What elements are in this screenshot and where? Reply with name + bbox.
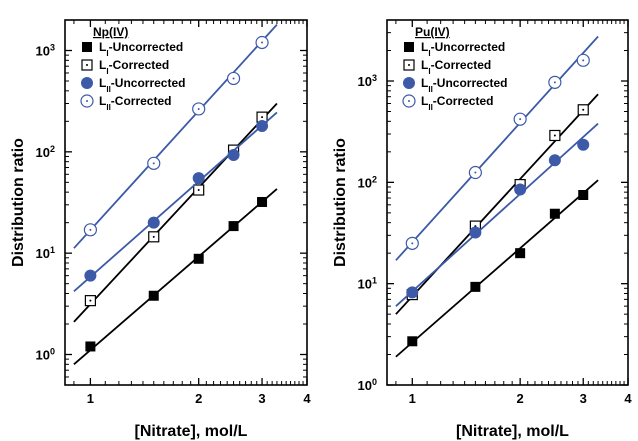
data-point-lii-uncorrected bbox=[577, 138, 590, 151]
data-point-lii-uncorrected bbox=[548, 154, 561, 167]
y-tick-label: 103 bbox=[36, 43, 55, 59]
y-tick-label: 102 bbox=[36, 144, 55, 160]
marker-center-dot bbox=[232, 77, 235, 80]
y-axis-title: Distribution ratio bbox=[332, 138, 349, 267]
data-point-li-uncorrected bbox=[257, 196, 268, 207]
x-tick-label: 4 bbox=[303, 391, 311, 406]
x-tick-label: 4 bbox=[624, 391, 632, 406]
legend-marker-li-uncorrected bbox=[404, 42, 414, 52]
data-point-li-uncorrected bbox=[515, 248, 526, 259]
marker-center-dot bbox=[519, 118, 522, 121]
marker-center-dot bbox=[197, 189, 200, 192]
marker-center-dot bbox=[86, 100, 88, 102]
legend-label: LII-Uncorrected bbox=[99, 76, 185, 94]
marker-center-dot bbox=[553, 81, 556, 84]
data-point-li-uncorrected bbox=[228, 221, 239, 232]
y-tick-label: 102 bbox=[358, 174, 377, 190]
marker-center-dot bbox=[474, 171, 477, 174]
y-tick-label: 100 bbox=[36, 346, 55, 362]
legend-marker-lii-uncorrected bbox=[403, 77, 415, 89]
x-axis-title: [Nitrate], mol/L bbox=[135, 423, 248, 440]
data-point-li-uncorrected bbox=[148, 290, 159, 301]
data-point-lii-uncorrected bbox=[514, 183, 527, 196]
data-point-lii-uncorrected bbox=[406, 286, 419, 299]
panel-title: Pu(IV) bbox=[415, 25, 450, 39]
data-point-li-uncorrected bbox=[85, 341, 96, 352]
legend: LI-UncorrectedLI-CorrectedLII-Uncorrecte… bbox=[402, 40, 507, 112]
y-tick-label: 101 bbox=[36, 245, 55, 261]
data-point-lii-uncorrected bbox=[192, 172, 205, 185]
fit-line-li-corrected bbox=[73, 102, 278, 323]
marker-center-dot bbox=[89, 299, 92, 302]
data-point-li-uncorrected bbox=[193, 253, 204, 264]
marker-center-dot bbox=[582, 59, 585, 62]
x-tick-label: 2 bbox=[195, 391, 202, 406]
x-axis-title: [Nitrate], mol/L bbox=[456, 423, 569, 440]
marker-center-dot bbox=[261, 116, 264, 119]
marker-center-dot bbox=[197, 107, 200, 110]
data-point-lii-uncorrected bbox=[256, 119, 269, 132]
series-li-uncorrected bbox=[395, 179, 599, 358]
marker-center-dot bbox=[411, 242, 414, 245]
x-tick-label: 3 bbox=[580, 391, 587, 406]
data-point-lii-uncorrected bbox=[227, 149, 240, 162]
marker-center-dot bbox=[86, 64, 88, 66]
series-lii-corrected bbox=[73, 24, 278, 249]
fit-line-lii-corrected bbox=[395, 35, 599, 261]
data-point-li-uncorrected bbox=[549, 208, 560, 219]
legend: LI-UncorrectedLI-CorrectedLII-Uncorrecte… bbox=[80, 40, 185, 112]
y-tick-label: 103 bbox=[358, 73, 377, 89]
plot-frame bbox=[64, 19, 308, 386]
fit-line-li-uncorrected bbox=[73, 188, 278, 365]
fit-line-li-uncorrected bbox=[395, 179, 599, 358]
marker-center-dot bbox=[89, 228, 92, 231]
y-tick-label: 101 bbox=[358, 276, 377, 292]
panel-np-iv: 1 2 3 4 100 101 102 103 [Nitrate], mol/L Distribu… bbox=[10, 19, 311, 440]
y-axis-title: Distribution ratio bbox=[10, 138, 27, 267]
data-point-lii-uncorrected bbox=[147, 216, 160, 229]
x-tick-label: 2 bbox=[517, 391, 524, 406]
legend-label: LII-Corrected bbox=[99, 94, 171, 112]
series-lii-uncorrected bbox=[73, 111, 278, 293]
legend-label: LI-Corrected bbox=[99, 58, 169, 76]
marker-center-dot bbox=[408, 100, 410, 102]
panel-pu-iv: 1 2 3 4 100 101 102 103 [Nitrate], mol/L Distribu… bbox=[332, 19, 632, 440]
legend-label: LI-Uncorrected bbox=[421, 40, 505, 58]
marker-center-dot bbox=[582, 108, 585, 111]
data-point-li-uncorrected bbox=[407, 336, 418, 347]
series-lii-corrected bbox=[395, 35, 599, 261]
data-point-li-uncorrected bbox=[578, 189, 589, 200]
series-lii-uncorrected bbox=[395, 122, 599, 307]
y-tick-label: 100 bbox=[358, 377, 377, 393]
marker-center-dot bbox=[553, 134, 556, 137]
data-point-lii-uncorrected bbox=[469, 226, 482, 239]
panel-title: Np(IV) bbox=[93, 25, 128, 39]
marker-center-dot bbox=[261, 41, 264, 44]
series-li-uncorrected bbox=[73, 188, 278, 365]
marker-center-dot bbox=[152, 162, 155, 165]
data-point-lii-uncorrected bbox=[84, 269, 97, 282]
legend-marker-li-uncorrected bbox=[82, 42, 92, 52]
plot-frame bbox=[386, 19, 629, 386]
marker-center-dot bbox=[408, 64, 410, 66]
x-tick-label: 1 bbox=[87, 391, 94, 406]
legend-label: LII-Uncorrected bbox=[421, 76, 507, 94]
legend-label: LI-Corrected bbox=[421, 58, 491, 76]
legend-marker-lii-uncorrected bbox=[81, 77, 93, 89]
data-point-li-uncorrected bbox=[470, 281, 481, 292]
fit-line-lii-corrected bbox=[73, 24, 278, 249]
fit-line-li-corrected bbox=[395, 93, 599, 315]
series-li-corrected bbox=[395, 93, 599, 315]
marker-center-dot bbox=[152, 235, 155, 238]
x-tick-label: 3 bbox=[258, 391, 265, 406]
fit-line-lii-uncorrected bbox=[73, 111, 278, 293]
legend-label: LII-Corrected bbox=[421, 94, 493, 112]
fit-line-lii-uncorrected bbox=[395, 122, 599, 307]
legend-label: LI-Uncorrected bbox=[99, 40, 183, 58]
x-tick-label: 1 bbox=[409, 391, 416, 406]
